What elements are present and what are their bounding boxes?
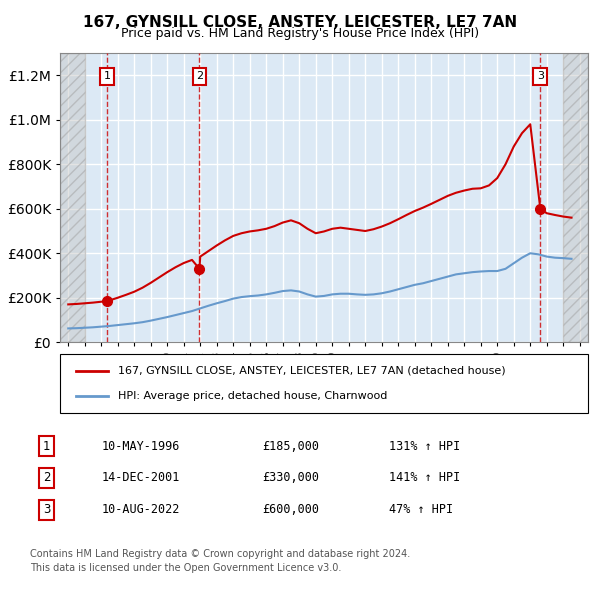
- Text: 3: 3: [537, 71, 544, 81]
- Text: Price paid vs. HM Land Registry's House Price Index (HPI): Price paid vs. HM Land Registry's House …: [121, 27, 479, 40]
- Bar: [60, 53, 85, 342]
- FancyBboxPatch shape: [60, 354, 588, 413]
- Text: £330,000: £330,000: [262, 471, 319, 484]
- Bar: [563, 53, 588, 342]
- Text: £185,000: £185,000: [262, 440, 319, 453]
- Text: 3: 3: [43, 503, 50, 516]
- Text: 14-DEC-2001: 14-DEC-2001: [102, 471, 180, 484]
- Text: 167, GYNSILL CLOSE, ANSTEY, LEICESTER, LE7 7AN: 167, GYNSILL CLOSE, ANSTEY, LEICESTER, L…: [83, 15, 517, 30]
- Text: 47% ↑ HPI: 47% ↑ HPI: [389, 503, 453, 516]
- Text: 1: 1: [104, 71, 110, 81]
- Text: 141% ↑ HPI: 141% ↑ HPI: [389, 471, 460, 484]
- Text: HPI: Average price, detached house, Charnwood: HPI: Average price, detached house, Char…: [118, 392, 388, 401]
- Text: 167, GYNSILL CLOSE, ANSTEY, LEICESTER, LE7 7AN (detached house): 167, GYNSILL CLOSE, ANSTEY, LEICESTER, L…: [118, 366, 506, 375]
- Text: 131% ↑ HPI: 131% ↑ HPI: [389, 440, 460, 453]
- Text: 10-AUG-2022: 10-AUG-2022: [102, 503, 180, 516]
- Text: £600,000: £600,000: [262, 503, 319, 516]
- Text: 1: 1: [43, 440, 50, 453]
- Text: 10-MAY-1996: 10-MAY-1996: [102, 440, 180, 453]
- Text: Contains HM Land Registry data © Crown copyright and database right 2024.
This d: Contains HM Land Registry data © Crown c…: [30, 549, 410, 573]
- Text: 2: 2: [196, 71, 203, 81]
- Text: 2: 2: [43, 471, 50, 484]
